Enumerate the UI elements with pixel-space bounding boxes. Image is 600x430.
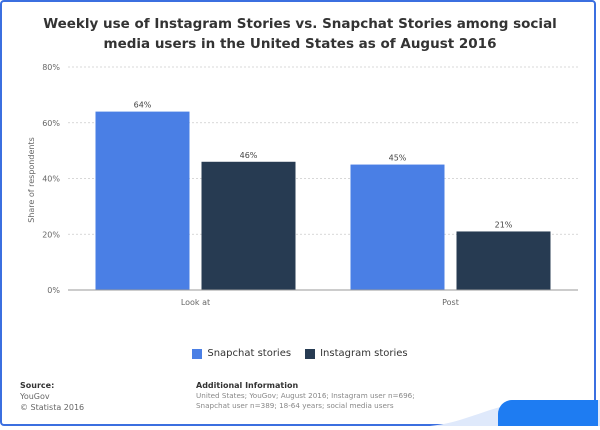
y-tick-label: 0%: [47, 286, 60, 295]
chart-title: Weekly use of Instagram Stories vs. Snap…: [43, 16, 557, 52]
y-tick-labels: 0% 20% 40% 60% 80%: [42, 63, 60, 295]
additional-info-text: United States; YouGov; August 2016; Inst…: [196, 391, 415, 410]
source-heading: Source:: [20, 381, 55, 390]
y-tick-label: 20%: [42, 230, 60, 239]
bar[interactable]: [456, 231, 551, 290]
y-tick-label: 60%: [42, 119, 60, 128]
x-tick-label: Post: [442, 298, 459, 307]
corner-decoration: [498, 400, 598, 426]
bars: [95, 111, 551, 290]
data-label: 46%: [240, 151, 258, 160]
bar[interactable]: [201, 161, 296, 290]
x-tick-labels: Look at Post: [181, 298, 459, 307]
y-tick-label: 40%: [42, 175, 60, 184]
data-labels: 64% 46% 45% 21%: [134, 101, 513, 230]
legend-item-snapchat[interactable]: Snapchat stories: [192, 348, 291, 359]
legend-item-instagram[interactable]: Instagram stories: [305, 348, 408, 359]
source-name[interactable]: YouGov: [20, 392, 50, 401]
legend-label-snapchat: Snapchat stories: [207, 348, 292, 359]
additional-info-block: Additional Information United States; Yo…: [196, 380, 436, 411]
bar[interactable]: [350, 164, 445, 290]
data-label: 21%: [495, 220, 513, 229]
copyright: © Statista 2016: [20, 403, 85, 412]
y-tick-label: 80%: [42, 63, 60, 72]
source-block: Source: YouGov © Statista 2016: [20, 380, 84, 413]
y-axis-label: Share of respondents: [27, 137, 36, 223]
x-tick-label: Look at: [181, 298, 210, 307]
legend-swatch-snapchat: [192, 348, 203, 359]
legend-swatch-instagram: [305, 348, 316, 359]
additional-info-heading[interactable]: Additional Information: [196, 381, 299, 390]
bar[interactable]: [95, 111, 190, 290]
data-label: 45%: [389, 154, 407, 163]
legend-label-instagram: Instagram stories: [320, 348, 408, 359]
legend: Snapchat stories Instagram stories: [0, 348, 600, 359]
data-label: 64%: [134, 101, 152, 110]
